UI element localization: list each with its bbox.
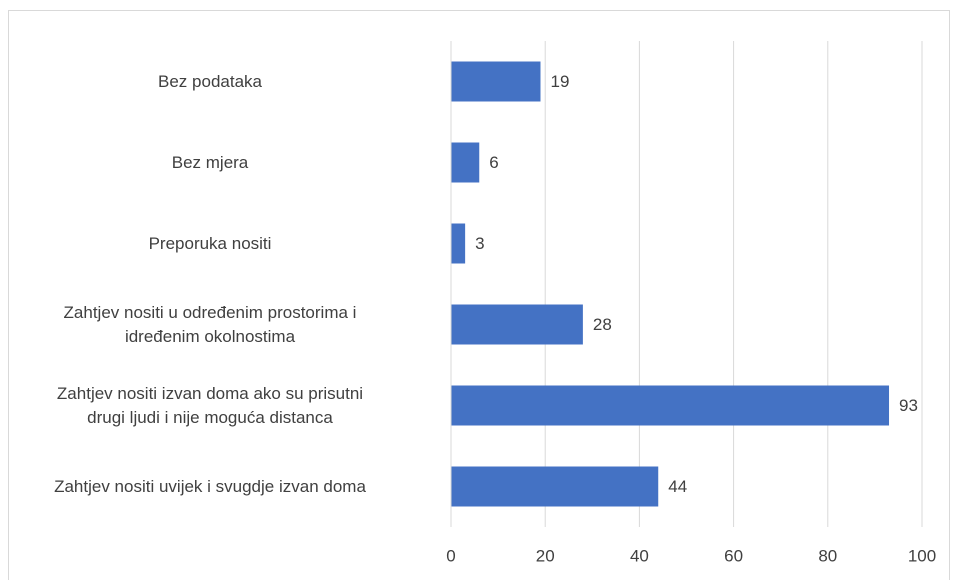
value-label: 19	[550, 72, 569, 91]
chart-border	[8, 10, 950, 580]
value-label: 93	[899, 396, 918, 415]
y-tick-label: Bez mjera	[171, 152, 249, 172]
y-tick-label: Zahtjev nositi u određenim prostorima i …	[63, 302, 357, 346]
value-label: 28	[593, 315, 612, 334]
bar	[451, 223, 466, 264]
bar	[451, 385, 890, 426]
bar	[451, 304, 583, 345]
y-tick-label: Zahtjev nositi izvan doma ako su prisutn…	[56, 383, 364, 427]
x-tick-label: 60	[724, 546, 743, 565]
bar	[451, 466, 659, 507]
value-label: 3	[475, 234, 484, 253]
x-tick-label: 0	[446, 546, 455, 565]
x-tick-label: 80	[818, 546, 837, 565]
bar	[451, 61, 541, 102]
x-tick-label: 20	[536, 546, 555, 565]
y-tick-label: Zahtjev nositi uvijek i svugdje izvan do…	[54, 476, 366, 496]
x-tick-label: 100	[908, 546, 936, 565]
bar	[451, 142, 480, 183]
x-tick-label: 40	[630, 546, 649, 565]
value-label: 44	[668, 477, 687, 496]
y-tick-label: Preporuka nositi	[148, 233, 272, 253]
y-tick-label: Bez podataka	[158, 71, 262, 91]
value-label: 6	[489, 153, 498, 172]
